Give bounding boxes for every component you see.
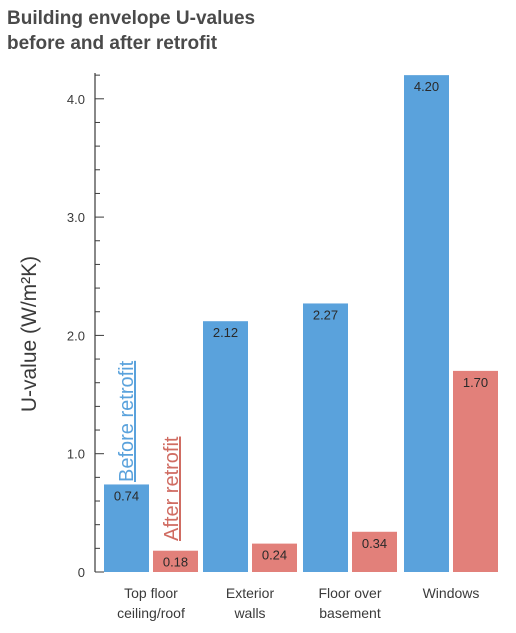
y-axis: 0 1.0 2.0 3.0 4.0 (67, 73, 104, 580)
y-tick-label: 1.0 (67, 447, 85, 462)
bar-value-label: 0.74 (114, 488, 139, 503)
bar (352, 531, 397, 572)
y-axis-title: U-value (W/m²K) (18, 256, 41, 412)
bar-value-label: 0.18 (163, 555, 188, 570)
category-label: Floor over (318, 585, 381, 601)
bar (404, 75, 449, 572)
legend: Before retrofit After retrofit (116, 360, 183, 541)
y-tick-label: 4.0 (67, 92, 85, 107)
bars (104, 75, 498, 572)
chart-title-line-1: Building envelope U-values (7, 8, 256, 29)
bar (252, 543, 297, 572)
bar-value-label: 1.70 (463, 375, 488, 390)
bar-value-label: 0.24 (262, 548, 287, 563)
category-label: ceiling/roof (117, 605, 185, 621)
y-tick-label: 0 (78, 565, 85, 580)
bar-value-label: 2.12 (213, 325, 238, 340)
category-label: basement (319, 605, 381, 621)
chart-title-line-2: before and after retrofit (7, 33, 218, 54)
value-labels: 0.74 2.12 2.27 4.20 0.18 0.24 0.34 1.70 (114, 79, 488, 570)
category-label: Exterior (226, 585, 275, 601)
chart-title: Building envelope U-values before and af… (7, 6, 507, 56)
bar-value-label: 0.34 (362, 536, 387, 551)
category-label: Top floor (124, 585, 178, 601)
bar (203, 321, 248, 572)
category-labels: Top floor ceiling/roof Exterior walls Floor … (117, 585, 479, 621)
category-label: Windows (423, 585, 480, 601)
category-label: walls (233, 605, 265, 621)
bar (453, 370, 498, 572)
y-tick-label: 3.0 (67, 210, 85, 225)
bar (153, 550, 198, 572)
bar (104, 484, 149, 572)
bar (303, 303, 348, 572)
legend-entry: Before retrofit (116, 360, 138, 482)
bar-value-label: 4.20 (414, 79, 439, 94)
legend-entry: After retrofit (161, 436, 183, 541)
bar-value-label: 2.27 (313, 307, 338, 322)
y-tick-label: 2.0 (67, 328, 85, 343)
